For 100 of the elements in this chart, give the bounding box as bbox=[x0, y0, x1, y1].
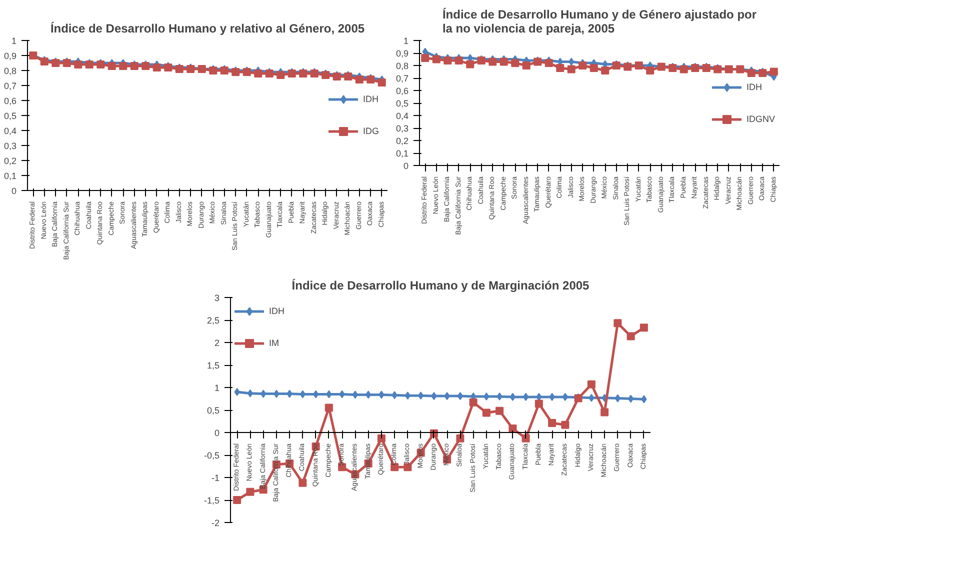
legend-label: IM bbox=[269, 338, 280, 348]
y-tick-label: 0,9 bbox=[396, 48, 409, 58]
point bbox=[74, 60, 82, 68]
point bbox=[246, 488, 254, 496]
point bbox=[355, 76, 364, 84]
point bbox=[628, 394, 634, 403]
point bbox=[548, 419, 556, 428]
y-tick-label: 0,2 bbox=[396, 136, 409, 146]
point bbox=[770, 68, 778, 76]
point bbox=[600, 408, 609, 416]
y-tick-label: 0,1 bbox=[396, 148, 409, 158]
y-tick-label: 0,6 bbox=[4, 96, 17, 106]
point bbox=[680, 65, 688, 74]
y-tick-label: -1,5 bbox=[204, 496, 220, 506]
y-tick-label: -0,5 bbox=[204, 450, 220, 460]
point bbox=[578, 62, 587, 70]
y-tick-label: 3 bbox=[214, 293, 220, 303]
y-tick-label: 0 bbox=[11, 186, 17, 196]
point bbox=[587, 380, 596, 388]
y-tick-label: 0,8 bbox=[396, 61, 409, 71]
y-tick-label: 0,2 bbox=[4, 156, 17, 166]
y-tick-label: 1 bbox=[214, 383, 220, 393]
y-tick-label: 0,5 bbox=[206, 406, 220, 416]
point bbox=[421, 54, 430, 62]
chart-title: Índice de Desarrollo Humano y relativo al Género, 2005 bbox=[50, 22, 365, 36]
point bbox=[646, 66, 654, 74]
point bbox=[522, 392, 529, 401]
legend-label: IDH bbox=[363, 94, 380, 104]
point bbox=[544, 59, 553, 67]
y-tick-label: 1 bbox=[11, 36, 17, 46]
point bbox=[404, 392, 411, 400]
legend-label: IDG bbox=[363, 126, 380, 136]
point bbox=[260, 390, 266, 398]
point bbox=[378, 390, 384, 399]
point bbox=[119, 62, 128, 70]
y-tick-label: 0 bbox=[403, 161, 409, 171]
y-tick-label: -2 bbox=[212, 518, 220, 528]
point bbox=[431, 392, 437, 400]
point bbox=[614, 319, 622, 328]
point bbox=[522, 434, 530, 442]
legend-label: IDGNV bbox=[746, 114, 775, 124]
point bbox=[626, 332, 635, 340]
point bbox=[352, 390, 358, 399]
point bbox=[324, 404, 333, 412]
point bbox=[276, 71, 285, 79]
point bbox=[747, 69, 756, 77]
point bbox=[534, 400, 543, 408]
point bbox=[326, 390, 332, 398]
point bbox=[590, 64, 598, 72]
point bbox=[234, 388, 240, 396]
point bbox=[418, 392, 424, 400]
point bbox=[641, 395, 647, 404]
y-tick-label: 0,5 bbox=[396, 98, 409, 108]
y-tick-label: 0,8 bbox=[4, 66, 17, 76]
y-tick-label: 0 bbox=[214, 428, 220, 438]
point bbox=[444, 392, 450, 400]
point bbox=[601, 66, 610, 74]
legend-label: IDH bbox=[746, 82, 763, 92]
y-tick-label: 0,5 bbox=[4, 111, 17, 121]
point bbox=[457, 392, 464, 400]
y-tick-label: 0,3 bbox=[396, 124, 409, 134]
y-tick-label: -1 bbox=[212, 473, 220, 483]
point bbox=[469, 398, 478, 406]
chart-title: Índice de Desarrollo Humano y de Marginación 2005 bbox=[292, 278, 590, 292]
point bbox=[254, 70, 262, 78]
point bbox=[392, 391, 398, 400]
point bbox=[488, 58, 497, 66]
point bbox=[432, 55, 440, 64]
y-tick-label: 0,4 bbox=[396, 111, 409, 121]
point bbox=[510, 392, 516, 401]
point bbox=[456, 434, 464, 442]
point bbox=[496, 406, 504, 415]
legend-label: IDH bbox=[269, 306, 286, 316]
point bbox=[233, 496, 242, 504]
y-tick-label: 0,9 bbox=[4, 51, 17, 61]
point bbox=[286, 390, 292, 398]
y-tick-label: 0,1 bbox=[4, 171, 17, 181]
point bbox=[508, 424, 517, 432]
point bbox=[482, 408, 490, 417]
point bbox=[466, 60, 474, 68]
point bbox=[300, 390, 306, 398]
point bbox=[561, 420, 570, 429]
point bbox=[536, 392, 542, 401]
point bbox=[511, 59, 520, 67]
y-tick-label: 1 bbox=[403, 36, 409, 46]
point bbox=[567, 65, 576, 74]
point bbox=[444, 56, 452, 64]
point bbox=[274, 390, 280, 398]
y-tick-label: 2,5 bbox=[206, 316, 220, 326]
point bbox=[312, 390, 319, 398]
point bbox=[298, 478, 307, 487]
point bbox=[588, 394, 594, 402]
y-tick-label: 0,7 bbox=[4, 81, 17, 91]
y-tick-label: 0,3 bbox=[4, 141, 17, 151]
point bbox=[522, 62, 530, 70]
point bbox=[378, 78, 386, 86]
point bbox=[484, 392, 490, 400]
point bbox=[500, 58, 508, 66]
point bbox=[562, 392, 568, 401]
point bbox=[108, 62, 116, 70]
